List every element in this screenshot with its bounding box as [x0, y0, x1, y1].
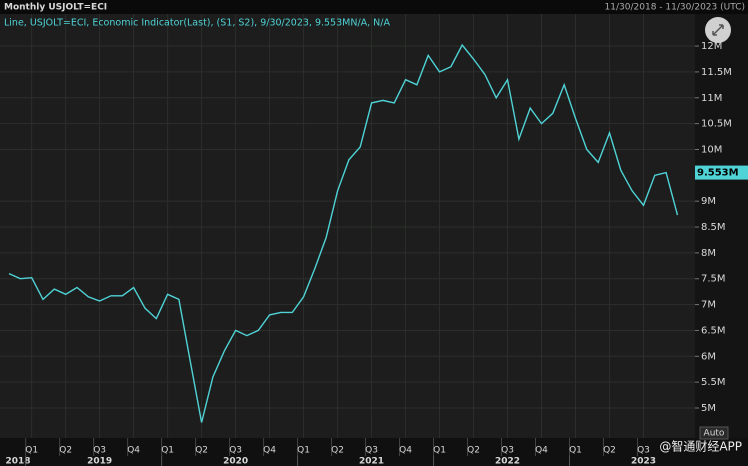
year-label: 2022 — [495, 457, 520, 466]
y-tick-label: 7.5M — [701, 274, 726, 285]
x-tick-label: Q2 — [195, 446, 208, 456]
x-axis-bar — [0, 438, 748, 466]
y-tick-label: 11M — [701, 93, 722, 104]
y-tick-label: 10M — [701, 144, 722, 155]
x-tick-label: Q2 — [59, 446, 72, 456]
x-tick-label: Q4 — [399, 446, 412, 456]
year-label: 2020 — [223, 457, 248, 466]
y-tick-label: 10.5M — [701, 119, 732, 130]
year-label: 2023 — [631, 457, 656, 466]
x-tick-label: Q4 — [127, 446, 140, 456]
x-tick-label: Q3 — [93, 446, 106, 456]
year-label: 2018 — [5, 457, 30, 466]
x-tick-label: Q1 — [297, 446, 310, 456]
auto-button[interactable] — [699, 426, 729, 440]
watermark: @智通财经APP — [659, 439, 742, 454]
y-axis-bar — [695, 14, 748, 438]
x-tick-label: Q1 — [25, 446, 38, 456]
y-tick-label: 8.5M — [701, 222, 726, 233]
x-tick-label: Q1 — [433, 446, 446, 456]
year-label: 2019 — [87, 457, 112, 466]
x-tick-label: Q2 — [467, 446, 480, 456]
auto-label: Auto — [704, 429, 725, 439]
y-tick-label: 11.5M — [701, 67, 732, 78]
header-bar — [0, 0, 748, 14]
x-tick-label: Q3 — [365, 446, 378, 456]
chart-title: Monthly USJOLT=ECI — [4, 3, 107, 13]
zoom-icon — [712, 24, 724, 36]
y-tick-label: 6.5M — [701, 325, 726, 336]
series-line — [8, 43, 679, 423]
legend-text: Line, USJOLT=ECI, Economic Indicator(Las… — [4, 18, 390, 29]
y-tick-label: 7M — [701, 300, 716, 311]
x-tick-label: Q2 — [603, 446, 616, 456]
y-tick-label: 6M — [701, 351, 716, 362]
y-tick-label: 5M — [701, 403, 716, 414]
date-range: 11/30/2018 - 11/30/2023 (UTC) — [605, 3, 745, 13]
last-value-box — [695, 165, 748, 180]
x-tick-label: Q3 — [229, 446, 242, 456]
x-tick-label: Q2 — [331, 446, 344, 456]
y-tick-label: 9M — [701, 196, 716, 207]
y-tick-label: 5.5M — [701, 377, 726, 388]
x-tick-label: Q4 — [535, 446, 548, 456]
year-label: 2021 — [359, 457, 384, 466]
x-tick-label: Q3 — [501, 446, 514, 456]
x-tick-label: Q1 — [569, 446, 582, 456]
x-tick-label: Q1 — [161, 446, 174, 456]
x-tick-label: Q3 — [637, 446, 650, 456]
last-value-label: 9.553M — [697, 168, 739, 179]
y-tick-label: 12M — [701, 41, 722, 52]
x-tick-label: Q4 — [263, 446, 276, 456]
y-tick-label: 8M — [701, 248, 716, 259]
